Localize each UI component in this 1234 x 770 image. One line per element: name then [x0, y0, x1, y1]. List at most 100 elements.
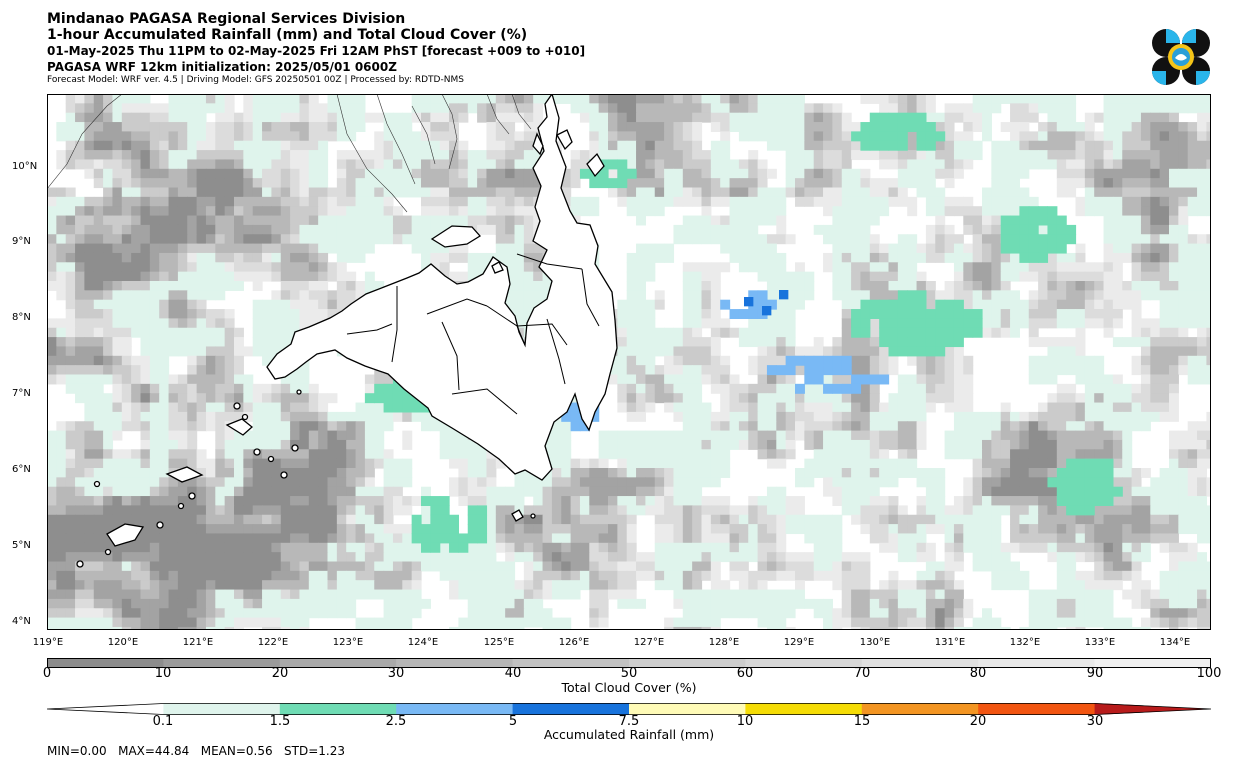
cloud-cell: [458, 94, 469, 104]
cloud-cell: [1010, 439, 1020, 450]
cloud-cell: [56, 215, 67, 226]
cloud-cell: [1038, 365, 1049, 376]
cloud-cell: [280, 112, 291, 123]
cloud-cell: [1066, 112, 1077, 123]
cloud-cell: [234, 346, 244, 357]
cloud-cell: [243, 94, 254, 104]
cloud-cell: [785, 346, 796, 357]
cloud-cell: [421, 243, 431, 254]
cloud-cell: [963, 140, 974, 151]
cloud-cell: [1028, 112, 1039, 123]
cloud-cell: [916, 187, 927, 198]
cloud-cell: [149, 505, 160, 516]
cloud-cell: [243, 477, 254, 488]
cloud-cell: [1056, 365, 1067, 376]
cloud-cell: [1178, 224, 1189, 235]
cloud-cell: [785, 234, 796, 245]
cloud-cell: [869, 178, 880, 189]
cloud-cell: [972, 271, 983, 282]
cloud-cell: [804, 514, 815, 525]
cloud-cell: [832, 112, 843, 123]
cloud-cell: [1084, 178, 1095, 189]
cloud-cell: [851, 206, 862, 217]
cloud-cell: [963, 402, 974, 413]
cloud-cell: [411, 112, 422, 123]
cloud-cell: [617, 318, 628, 329]
cloud-cell: [308, 458, 319, 469]
cloud-cell: [729, 524, 740, 535]
cloud-cell: [1103, 411, 1114, 422]
cloud-cell: [439, 439, 450, 450]
cloud-cell: [692, 533, 703, 544]
cloud-cell: [1159, 309, 1170, 319]
cloud-cell: [131, 281, 142, 291]
cloud-cell: [1169, 337, 1179, 348]
cloud-cell: [234, 206, 244, 217]
cloud-cell: [140, 215, 151, 226]
cloud-cell: [1131, 355, 1142, 366]
cloud-cell: [832, 206, 843, 217]
cloud-cell: [701, 449, 712, 460]
cloud-cell: [215, 477, 226, 488]
cloud-cell: [972, 477, 983, 488]
cloud-cell: [944, 103, 955, 114]
cloud-cell: [75, 159, 85, 170]
cloud-cell: [47, 477, 57, 488]
cloud-cell: [1150, 252, 1161, 263]
cloud-cell: [421, 159, 431, 170]
cloud-cell: [757, 318, 768, 329]
cloud-cell: [392, 215, 403, 226]
cloud-cell: [682, 477, 693, 488]
cloud-cell: [982, 449, 992, 460]
cloud-cell: [299, 159, 310, 170]
cloud-cell: [112, 262, 123, 273]
cloud-cell: [897, 159, 908, 170]
cloud-cell: [701, 196, 712, 207]
cloud-cell: [608, 430, 618, 441]
cloud-cell: [860, 411, 871, 422]
cloud-cell: [1056, 393, 1067, 404]
cloud-cell: [982, 524, 992, 535]
cloud-cell: [982, 131, 992, 142]
cloud-cell: [1187, 309, 1198, 319]
cloud-cell: [1075, 131, 1086, 142]
cloud-cell: [888, 290, 899, 301]
cloud-cell: [149, 103, 160, 114]
cloud-cell: [308, 411, 319, 422]
cloud-cell: [907, 393, 918, 404]
cloud-cell: [841, 122, 852, 132]
cloud-cell: [1112, 524, 1123, 535]
cloud-cell: [626, 131, 637, 142]
cloud-cell: [84, 281, 95, 291]
cloud-cell: [505, 112, 516, 123]
cloud-cell: [1197, 309, 1207, 319]
cloud-cell: [636, 215, 646, 226]
cloud-cell: [383, 411, 394, 422]
cloud-cell: [65, 458, 76, 469]
cloud-cell: [692, 458, 703, 469]
cloud-cell: [1169, 393, 1179, 404]
cloud-cell: [1019, 411, 1030, 422]
cloud-cell: [187, 252, 198, 263]
cloud-cell: [963, 505, 974, 516]
cloud-cell: [467, 271, 478, 282]
cloud-cell: [972, 243, 983, 254]
cloud-cell: [234, 365, 244, 376]
cloud-cell: [224, 449, 235, 460]
cloud-cell: [1066, 262, 1077, 273]
cloud-cell: [832, 122, 843, 132]
cloud-cell: [47, 514, 57, 525]
cloud-cell: [879, 468, 890, 478]
cloud-cell: [140, 505, 151, 516]
cloud-cell: [112, 243, 123, 254]
cloud-cell: [598, 458, 609, 469]
cloud-cell: [1056, 430, 1067, 441]
cloud-cell: [374, 514, 385, 525]
cloud-cell: [1010, 103, 1020, 114]
cloud-cell: [318, 168, 329, 179]
cloud-cell: [514, 112, 525, 123]
cloud-cell: [1103, 299, 1114, 310]
cloud-cell: [888, 468, 899, 478]
cloud-cell: [290, 215, 301, 226]
cloud-cell: [290, 290, 301, 301]
